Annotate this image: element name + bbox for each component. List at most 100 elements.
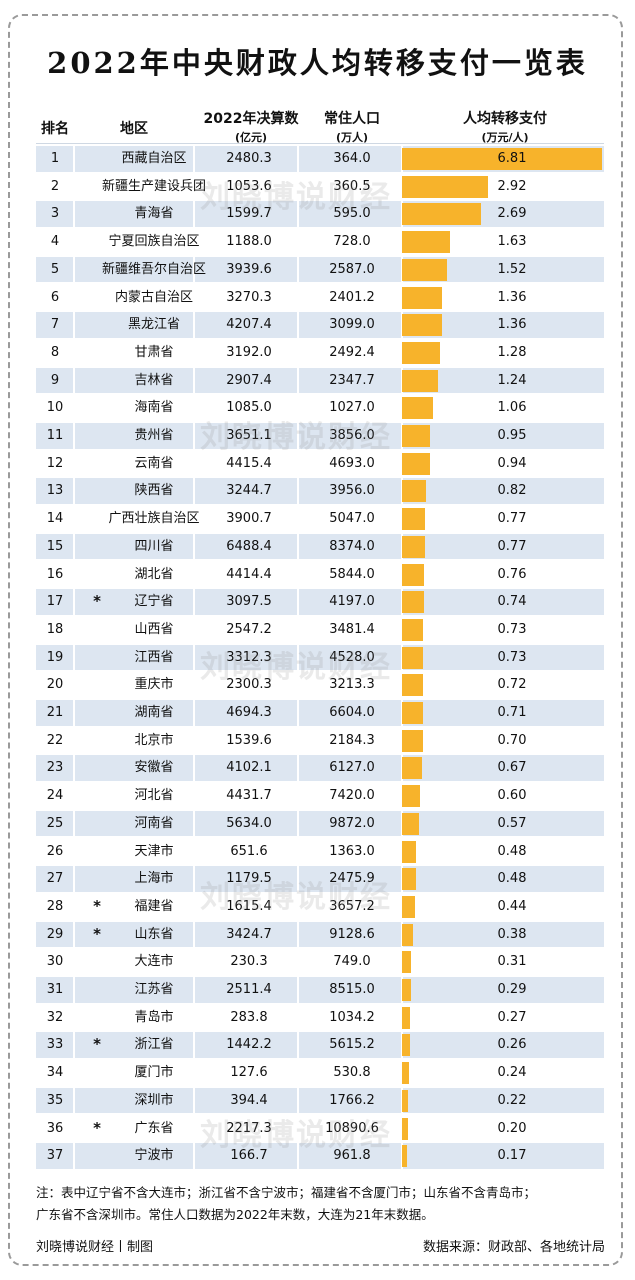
- table-row: 26 天津市 651.6 1363.0 0.48: [36, 837, 604, 866]
- rank-cell: 31: [46, 982, 64, 997]
- table-row: 11 贵州省 3651.1 3856.0 0.95: [36, 422, 604, 450]
- budget-cell: 230.3: [230, 954, 268, 970]
- row-band: [36, 201, 604, 228]
- rank-cell: 11: [46, 428, 64, 443]
- population-cell: 8374.0: [329, 538, 375, 554]
- population-cell: 728.0: [333, 234, 371, 250]
- column-separator: [297, 1059, 299, 1087]
- budget-cell: 3244.7: [226, 483, 272, 499]
- region-cell: 湖南省: [134, 705, 174, 720]
- rank-cell: 22: [46, 732, 64, 748]
- per-capita-label: 1.36: [497, 289, 527, 305]
- budget-cell: 3312.3: [226, 649, 272, 665]
- budget-cell: 1539.6: [226, 732, 272, 748]
- row-band: [36, 533, 604, 560]
- per-capita-label: 0.48: [497, 843, 527, 859]
- population-cell: 8515.0: [329, 982, 375, 997]
- region-cell: 黑龙江省: [127, 317, 180, 333]
- column-separator: [297, 892, 299, 921]
- per-capita-label: 0.72: [497, 677, 527, 693]
- region-cell: 福建省: [134, 898, 174, 914]
- column-separator: [73, 200, 75, 229]
- column-separator: [73, 588, 75, 616]
- per-capita-label: 1.36: [497, 317, 527, 333]
- column-separator: [193, 809, 195, 838]
- per-capita-label: 0.22: [497, 1092, 527, 1108]
- table-row: 10 海南省 1085.0 1027.0 1.06: [36, 394, 604, 422]
- table-row: 9 吉林省 2907.4 2347.7 1.24: [36, 366, 604, 395]
- column-separator: [193, 283, 195, 312]
- header-divider: [36, 143, 604, 144]
- population-cell: 1363.0: [329, 843, 375, 859]
- footnote-line-2: 广东省不含深圳市。常住人口数据为2022年末数，大连为21年末数据。: [36, 1207, 434, 1222]
- per-capita-bar: [402, 1062, 410, 1085]
- table-row: 5 新疆维吾尔自治区 3939.6 2587.0 1.52: [36, 255, 604, 284]
- population-cell: 595.0: [333, 206, 371, 222]
- table-row: 6 内蒙古自治区 3270.3 2401.2 1.36: [36, 283, 604, 312]
- population-cell: 6604.0: [329, 705, 375, 720]
- per-capita-bar: [402, 979, 411, 1001]
- column-separator: [73, 699, 75, 727]
- per-capita-label: 1.06: [497, 400, 527, 416]
- rank-cell: 30: [46, 954, 64, 970]
- column-separator: [297, 366, 299, 395]
- table-row: 31 江苏省 2511.4 8515.0 0.29: [36, 976, 604, 1004]
- region-cell: 广东省: [134, 1120, 174, 1136]
- column-separator: [193, 892, 195, 921]
- per-capita-bar: [402, 1145, 407, 1168]
- column-separator: [73, 976, 75, 1004]
- column-separator: [297, 1142, 299, 1170]
- rank-cell: 37: [46, 1148, 64, 1164]
- population-cell: 3657.2: [329, 898, 375, 914]
- per-capita-label: 0.82: [497, 483, 527, 499]
- table-row: 36 广东省 2217.3 10890.6 0.20 *: [36, 1114, 604, 1143]
- per-capita-bar: [402, 425, 430, 447]
- per-capita-label: 0.24: [497, 1065, 527, 1081]
- column-separator: [73, 394, 75, 422]
- per-capita-label: 2.92: [497, 178, 527, 194]
- column-separator: [193, 338, 195, 367]
- column-separator: [73, 505, 75, 533]
- per-capita-bar: [402, 1034, 410, 1057]
- per-capita-label: 0.95: [497, 428, 527, 443]
- region-cell: 宁波市: [134, 1148, 174, 1164]
- row-band: [36, 589, 604, 615]
- budget-cell: 2480.3: [226, 151, 272, 166]
- column-separator: [193, 1003, 195, 1032]
- column-separator: [297, 560, 299, 589]
- star-marker: *: [93, 924, 101, 943]
- population-cell: 2492.4: [329, 344, 375, 360]
- column-separator: [297, 1003, 299, 1032]
- column-separator: [297, 145, 299, 173]
- rank-cell: 12: [46, 455, 64, 471]
- table-row: 14 广西壮族自治区 3900.7 5047.0 0.77: [36, 505, 604, 533]
- table-row: 32 青岛市 283.8 1034.2 0.27: [36, 1003, 604, 1032]
- population-cell: 6127.0: [329, 760, 375, 776]
- per-capita-bar: [402, 591, 424, 614]
- per-capita-label: 1.28: [497, 344, 527, 360]
- per-capita-label: 0.94: [497, 455, 527, 471]
- population-cell: 9128.6: [329, 926, 375, 942]
- column-separator: [73, 865, 75, 893]
- column-separator: [297, 505, 299, 533]
- rank-cell: 18: [46, 621, 64, 637]
- row-band: [36, 367, 604, 394]
- region-cell: 新疆生产建设兵团: [101, 178, 206, 194]
- column-separator: [73, 643, 75, 672]
- budget-cell: 4415.4: [226, 455, 272, 471]
- per-capita-label: 0.67: [497, 760, 527, 776]
- column-separator: [193, 422, 195, 450]
- rank-cell: 10: [46, 400, 64, 416]
- rank-cell: 2: [50, 178, 60, 194]
- column-separator: [193, 643, 195, 672]
- region-cell: 山西省: [134, 621, 174, 637]
- column-separator: [73, 726, 75, 755]
- region-cell: 重庆市: [134, 677, 174, 693]
- per-capita-bar: [402, 812, 419, 835]
- row-band: [36, 644, 604, 671]
- header-per-capita-unit: (万元/人): [481, 131, 529, 144]
- per-capita-bar: [402, 868, 417, 891]
- per-capita-bar: [402, 951, 412, 974]
- region-cell: 江西省: [134, 649, 174, 665]
- region-cell: 吉林省: [134, 372, 174, 388]
